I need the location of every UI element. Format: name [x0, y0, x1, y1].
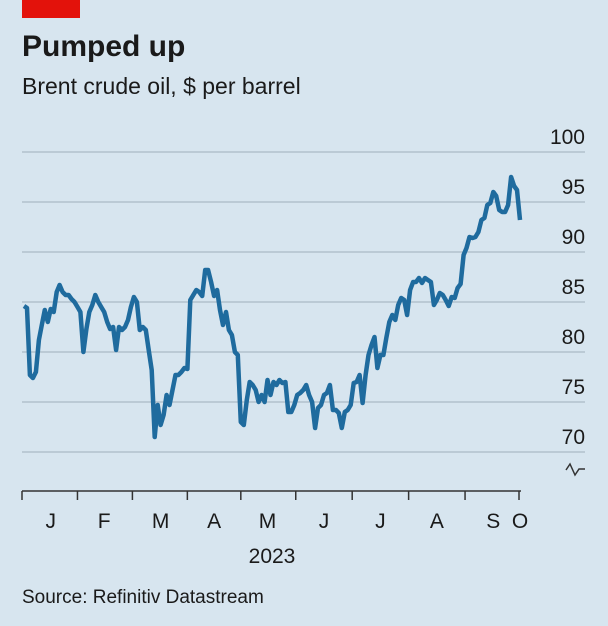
chart-title: Pumped up — [22, 30, 185, 63]
y-tick-label: 95 — [562, 176, 585, 199]
x-tick-label: O — [512, 510, 528, 533]
axis-break — [565, 462, 585, 477]
y-tick-label: 75 — [562, 376, 585, 399]
y-tick-label: 90 — [562, 226, 585, 249]
source: Source: Refinitiv Datastream — [22, 587, 264, 608]
x-tick-label: J — [375, 510, 386, 533]
y-tick-label: 80 — [562, 326, 585, 349]
chart-subtitle: Brent crude oil, $ per barrel — [22, 73, 301, 99]
y-tick-label: 100 — [550, 126, 585, 149]
x-tick-label: M — [259, 510, 277, 533]
y-tick-label: 85 — [562, 276, 585, 299]
data-line — [22, 174, 523, 440]
y-tick-label: 70 — [562, 426, 585, 449]
x-tick-label: S — [486, 510, 500, 533]
x-tick-label: A — [207, 510, 221, 533]
x-tick-label: M — [152, 510, 170, 533]
x-tick-label: J — [319, 510, 330, 533]
x-tick-label: J — [45, 510, 56, 533]
x-tick-label: F — [98, 510, 111, 533]
x-axis-label: 2023 — [249, 545, 296, 568]
x-tick-label: A — [430, 510, 444, 533]
brand-tag — [22, 0, 80, 18]
